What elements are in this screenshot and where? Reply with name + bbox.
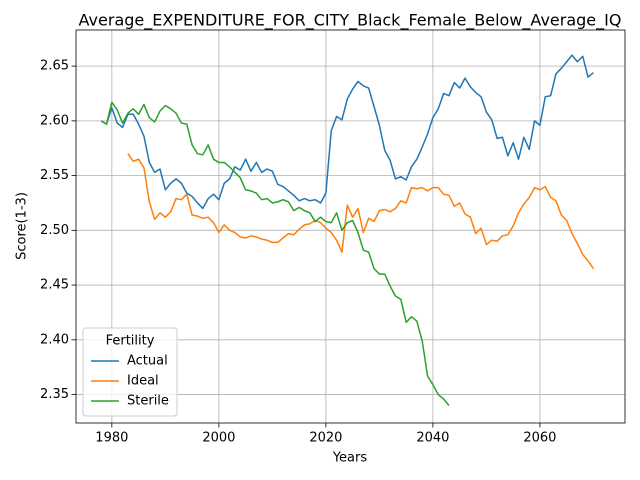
y-tick-label: 2.55 [40, 168, 69, 183]
plot-frame [75, 29, 626, 424]
y-tick-label: 2.35 [40, 387, 69, 402]
y-tick-label: 2.60 [40, 113, 69, 128]
x-tick-label: 1980 [95, 431, 128, 446]
line-series [127, 153, 595, 270]
line-series [100, 101, 450, 406]
legend-label: Ideal [127, 374, 159, 389]
plot-lines [100, 54, 595, 406]
x-axis-label: Years [332, 451, 368, 466]
grid [76, 30, 625, 423]
x-tick-label: 2000 [202, 431, 235, 446]
legend-label: Actual [127, 354, 168, 369]
legend: Fertility Actual Ideal Sterile [82, 327, 178, 417]
x-tick-label: 2020 [309, 431, 342, 446]
y-tick-label: 2.65 [40, 59, 69, 74]
y-tick-label: 2.40 [40, 332, 69, 347]
y-tick-label: 2.45 [40, 278, 69, 293]
x-tick-label: 2060 [523, 431, 556, 446]
y-tick-label: 2.50 [40, 223, 69, 238]
line-series [100, 54, 594, 210]
legend-label: Sterile [127, 394, 169, 409]
legend-title: Fertility [106, 334, 155, 349]
x-tick-label: 2040 [416, 431, 449, 446]
chart-title: Average_EXPENDITURE_FOR_CITY_Black_Femal… [79, 11, 622, 31]
y-axis-label: Score(1-3) [15, 192, 30, 260]
legend-box [82, 327, 178, 417]
